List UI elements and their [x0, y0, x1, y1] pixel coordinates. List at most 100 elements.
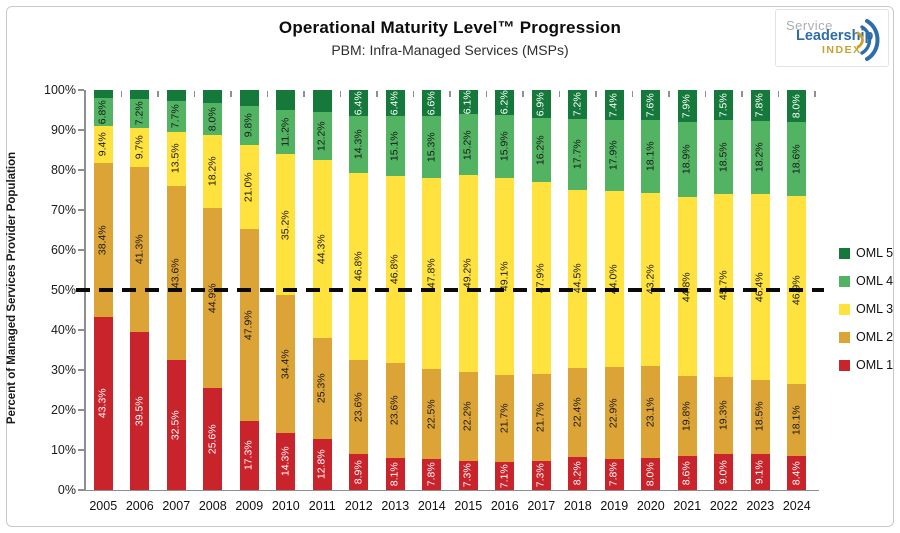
bar-segment-oml-4: 15.3% — [422, 116, 442, 178]
bar-segment-label: 8.9% — [352, 460, 365, 485]
bar-2018: 8.2% 22.4% 44.5% 17.7% 7.2% — [560, 90, 597, 490]
x-axis-tick-label: 2020 — [636, 499, 665, 513]
bar-segment-oml-2: 25.3% — [312, 337, 332, 439]
bar-segment-oml-1: 7.8% — [604, 458, 624, 490]
bar-segment-oml-2: 23.6% — [349, 360, 369, 455]
bar-segment-oml-2: 38.4% — [93, 163, 113, 317]
bar-segment-label: 18.1% — [790, 405, 803, 436]
bar-segment-label: 43.6% — [170, 257, 182, 288]
bar-segment-oml-5: 7.9% — [677, 90, 697, 122]
x-tick — [303, 91, 305, 97]
legend-swatch — [839, 359, 850, 371]
bar-segment-label: 12.8% — [316, 449, 328, 480]
y-axis-tick-label: 50% — [50, 282, 76, 297]
bar-segment-label: 18.2% — [206, 156, 219, 187]
bar-segment-oml-5: 7.5% — [714, 90, 734, 121]
x-axis-tick-label: 2023 — [746, 499, 775, 513]
x-axis-tick-label: 2024 — [782, 499, 811, 513]
bar-segment-oml-4: 14.3% — [349, 115, 369, 173]
bar-segment-label: 38.4% — [97, 225, 109, 255]
y-tick — [78, 449, 84, 451]
legend-item-oml-1: OML 1 — [839, 355, 893, 375]
bar-segment-oml-2: 22.2% — [458, 372, 478, 461]
bar-segment-oml-4: 12.2% — [312, 111, 332, 161]
x-axis-tick-label: 2018 — [563, 499, 592, 513]
bar-segment-oml-5: 6.4% — [385, 90, 405, 116]
x-axis-labels: 2005 2006 2007 2008 2009 2010 2011 2012 2013 2014… — [85, 499, 815, 519]
chart-legend: OML 5 OML 4 OML 3 OML 2 OML 1 — [839, 243, 893, 383]
bar-segment-label: 6.9% — [535, 91, 547, 116]
bar-segment-label: 9.4% — [97, 132, 109, 157]
legend-item-oml-4: OML 4 — [839, 271, 893, 291]
y-axis-tick-label: 0% — [57, 482, 76, 497]
bar-segment-label: 7.3% — [535, 463, 547, 488]
bar-segment-oml-1: 8.9% — [349, 454, 369, 490]
bar-segment-oml-4: 8.0% — [203, 103, 223, 136]
bar-segment-oml-1: 7.3% — [458, 460, 478, 490]
bar-segment-label: 46.8% — [389, 254, 401, 285]
bar-segment-label: 7.5% — [717, 93, 730, 117]
bar-segment-label: 8.0% — [206, 107, 219, 132]
bar-segment-label: 47.9% — [243, 310, 255, 340]
bar-segment-oml-3: 46.8% — [349, 172, 369, 361]
x-tick — [376, 91, 378, 97]
bar-segment-oml-3: 47.8% — [422, 177, 442, 369]
bar-segment-label: 6.4% — [389, 90, 401, 115]
x-tick — [485, 91, 488, 97]
bar-2010: 14.3% 34.4% 35.2% 11.2% — [268, 90, 305, 490]
bar-2020: 8.0% 23.1% 43.2% 18.1% 7.6% — [633, 90, 670, 490]
x-axis-tick-label: 2022 — [709, 499, 738, 513]
x-axis-tick-label: 2015 — [454, 499, 483, 513]
x-tick — [230, 91, 232, 97]
bar-segment-label: 45.7% — [717, 270, 730, 301]
y-axis-tick-label: 60% — [50, 242, 76, 257]
bar-segment-oml-2: 34.4% — [276, 295, 296, 433]
y-tick — [78, 369, 84, 371]
bar-2008: 25.6% 44.9% 18.2% 8.0% — [195, 90, 232, 490]
bar-segment-oml-4: 17.7% — [568, 118, 588, 190]
bar-segment-oml-2: 21.7% — [531, 374, 551, 461]
bar-segment-oml-5: 7.4% — [604, 90, 624, 120]
bar-segment-label: 6.8% — [97, 100, 109, 124]
bar-segment-label: 14.3% — [352, 129, 365, 160]
y-tick — [78, 489, 84, 491]
bar-segment-oml-2: 21.7% — [495, 374, 515, 462]
bar-segment-oml-3: 9.7% — [130, 128, 150, 167]
x-tick — [120, 91, 123, 97]
fifty-percent-reference-line — [76, 287, 824, 292]
bar-segment-label: 17.3% — [243, 440, 255, 471]
chart-subtitle: PBM: Infra-Managed Services (MSPs) — [331, 42, 569, 58]
bar-segment-oml-2: 22.5% — [422, 368, 442, 459]
bar-segment-oml-3: 43.2% — [641, 192, 661, 366]
bar-segment-label: 11.2% — [279, 117, 292, 147]
y-axis-tick-label: 100% — [44, 82, 76, 97]
bar-segment-oml-4: 11.2% — [276, 109, 296, 155]
bar-segment-label: 13.5% — [170, 143, 182, 174]
x-tick — [668, 91, 670, 97]
bar-segment-label: 8.2% — [571, 461, 584, 486]
bar-segment-label: 39.5% — [133, 396, 146, 426]
bar-segment-label: 25.6% — [206, 423, 219, 454]
bar-segment-label: 44.3% — [316, 234, 328, 264]
bar-segment-oml-1: 25.6% — [203, 387, 223, 490]
bar-segment-oml-2: 23.6% — [385, 363, 405, 458]
bar-segment-oml-5: 7.8% — [750, 90, 770, 122]
bar-segment-oml-4: 17.9% — [604, 119, 624, 192]
x-tick — [449, 91, 451, 97]
bar-segment-label: 35.2% — [279, 209, 292, 240]
x-tick — [339, 91, 342, 97]
bar-segment-oml-3: 46.4% — [750, 194, 770, 380]
bar-segment-oml-5 — [239, 90, 259, 107]
bar-segment-label: 23.6% — [389, 395, 401, 426]
x-tick — [704, 91, 707, 97]
bar-segment-oml-2: 41.3% — [130, 166, 150, 332]
bar-segment-oml-2: 22.4% — [568, 367, 588, 458]
y-axis-tick-label: 20% — [50, 402, 76, 417]
bar-segment-oml-4: 18.1% — [641, 120, 661, 193]
bar-segment-oml-5: 8.0% — [787, 90, 807, 123]
chart-title: Operational Maturity Level™ Progression — [278, 18, 622, 37]
bar-2005: 43.3% 38.4% 9.4% 6.8% — [85, 90, 122, 490]
bar-2013: 8.1% 23.6% 46.8% 15.1% 6.4% — [377, 90, 414, 490]
bar-segment-oml-5 — [276, 90, 296, 110]
bar-segment-oml-3: 45.7% — [714, 194, 734, 377]
